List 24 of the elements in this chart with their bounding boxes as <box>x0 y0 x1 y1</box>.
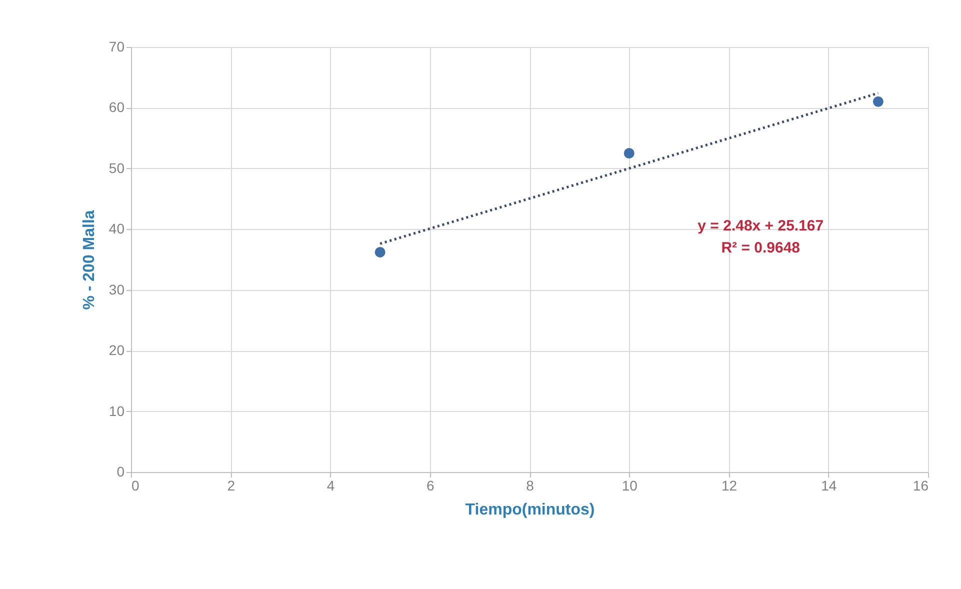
x-tick-label: 2 <box>227 478 236 494</box>
annotation: R² = 0.9648 <box>721 240 800 256</box>
x-tick-label: 4 <box>326 478 335 494</box>
y-axis-title: % - 200 Malla <box>80 210 98 310</box>
point <box>374 246 386 258</box>
x-tick-label: 6 <box>426 478 434 494</box>
y-tick-label: 10 <box>108 402 125 419</box>
point <box>624 148 634 158</box>
x-tick-label: 0 <box>132 478 140 494</box>
y-tick-label: 20 <box>108 342 125 358</box>
x-tick-label: 12 <box>721 478 738 494</box>
x-tick-label: 16 <box>912 478 929 494</box>
x-tick-label: 8 <box>526 478 534 494</box>
y-tick-label: 40 <box>108 220 125 237</box>
y-tick-label: 70 <box>108 38 125 54</box>
y-tick-label: 60 <box>108 99 125 116</box>
x-tick-label: 10 <box>622 478 638 494</box>
x-axis-title: Tiempo(minutos) <box>465 502 595 518</box>
y-tick-label: 0 <box>116 464 125 480</box>
annotation: y = 2.48x + 25.167 <box>698 218 824 234</box>
y-tick-label: 50 <box>108 160 125 176</box>
x-tick-label: 14 <box>821 478 837 494</box>
y-tick-label: 30 <box>108 281 125 298</box>
point <box>872 96 884 107</box>
